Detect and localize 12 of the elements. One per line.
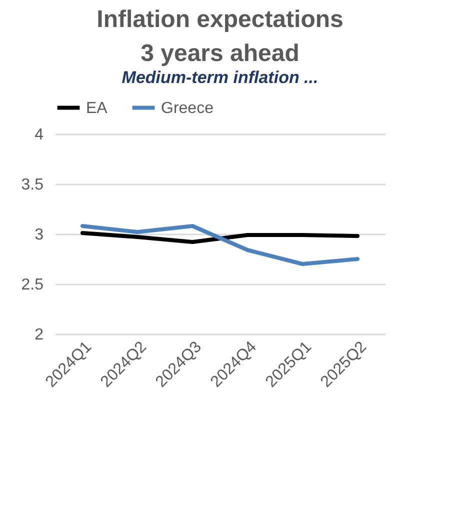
y-tick-label: 2 <box>34 326 44 344</box>
legend-label: Greece <box>161 100 214 117</box>
legend-label: EA <box>86 100 108 117</box>
line-series <box>80 231 360 244</box>
line-series <box>80 224 360 266</box>
y-tick-label: 3.5 <box>21 176 44 194</box>
text: Inflation expectations <box>96 6 344 33</box>
text: 3 years ahead <box>140 40 300 67</box>
y-tick-label: 4 <box>34 126 44 144</box>
y-tick-label: 2.5 <box>21 276 44 294</box>
y-tick-label: 3 <box>34 226 44 244</box>
chart-subtitle: Medium-term inflation ... <box>122 68 318 87</box>
